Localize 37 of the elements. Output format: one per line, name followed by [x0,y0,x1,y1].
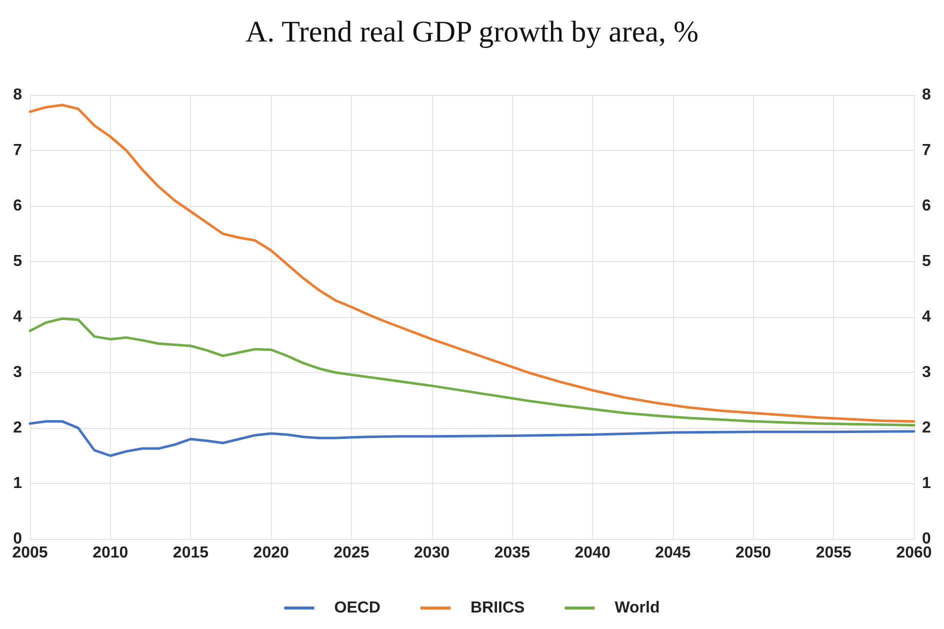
y2-tick-label: 2 [922,420,931,436]
y2-tick-label: 4 [922,308,931,326]
chart-title: A. Trend real GDP growth by area, % [246,16,698,48]
y2-tick-label: 5 [922,253,931,270]
x-tick-label: 2035 [494,544,530,562]
y-tick-label: 4 [13,308,22,326]
y2-tick-label: 0 [922,530,931,548]
x-tick-label: 2020 [253,544,289,562]
y-tick-label: 0 [13,530,22,548]
legend-label: World [614,600,660,616]
y-tick-label: 1 [13,475,22,492]
y2-tick-label: 8 [922,86,931,104]
line-series [28,104,916,423]
x-tick-label: 2030 [414,544,450,562]
x-tick-label: 2060 [896,544,932,562]
x-tick-label: 2050 [735,544,772,562]
line-series [28,420,916,457]
y-tick-label: 7 [13,142,22,159]
x-tick-label: 2040 [574,544,610,562]
y-tick-label: 3 [13,364,22,381]
legend-label: OECD [334,600,380,616]
x-tick-label: 2025 [334,544,370,562]
x-tick-label: 2015 [172,544,209,562]
y2-tick-label: 7 [922,142,931,159]
y2-tick-label: 1 [922,475,931,492]
x-tick-label: 2005 [12,544,48,562]
x-tick-label: 2010 [92,544,128,562]
line-series [28,317,916,426]
y2-tick-label: 3 [922,364,931,381]
y-tick-label: 5 [13,253,22,270]
y-tick-label: 6 [13,198,22,214]
x-tick-label: 2055 [816,544,852,562]
legend-label: BRIICS [470,600,526,616]
x-tick-label: 2045 [655,544,691,562]
y2-tick-label: 6 [922,198,931,214]
y-tick-label: 2 [13,420,22,436]
y-tick-label: 8 [13,86,22,104]
